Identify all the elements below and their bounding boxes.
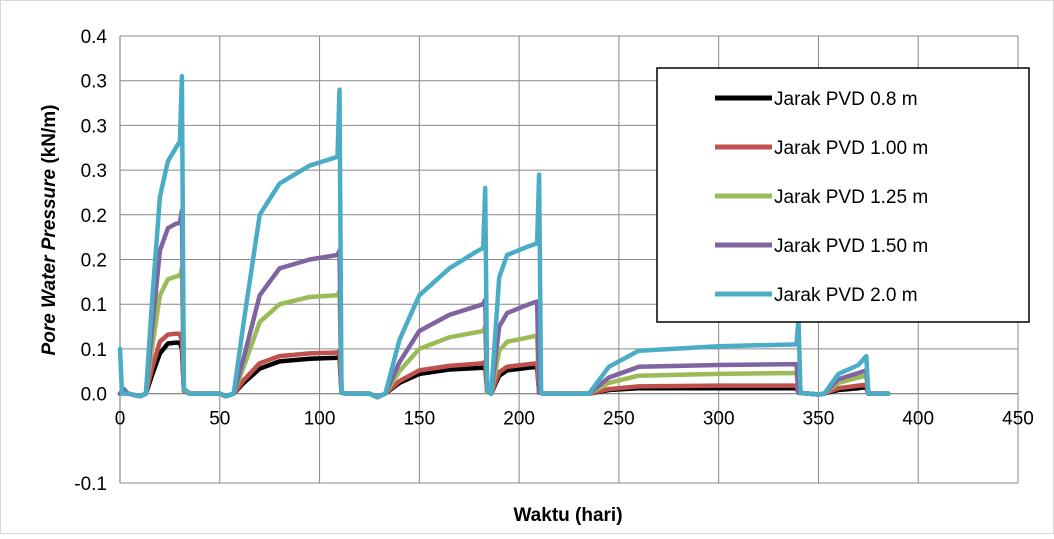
x-tick-label: 50 <box>209 409 230 430</box>
x-tick-label: 300 <box>703 409 735 430</box>
series-lines <box>117 73 891 400</box>
x-axis-title: Waktu (hari) <box>513 505 622 526</box>
x-tick-label: 450 <box>1002 409 1034 430</box>
y-tick-label: -0.1 <box>74 474 107 495</box>
x-tick-label: 400 <box>902 409 934 430</box>
y-tick-label: 0.4 <box>81 27 108 48</box>
x-tick-label: 150 <box>403 409 435 430</box>
y-axis-title-unit: (kN/m) <box>39 105 60 169</box>
x-tick-label: 250 <box>603 409 635 430</box>
legend-label: Jarak PVD 1.25 m <box>774 187 928 208</box>
legend-label: Jarak PVD 2.0 m <box>774 285 918 306</box>
legend-label: Jarak PVD 1.00 m <box>774 138 928 159</box>
legend-label: Jarak PVD 1.50 m <box>774 236 928 257</box>
x-tick-label: 200 <box>503 409 535 430</box>
y-tick-label: 0.2 <box>81 206 107 227</box>
y-axis-title-italic: Pore Water Pressure <box>39 168 60 355</box>
x-tick-label: 350 <box>803 409 835 430</box>
legend-label: Jarak PVD 0.8 m <box>774 89 918 110</box>
y-tick-label: 0.0 <box>81 385 107 406</box>
tick-labels: 0 50 100 150 200 250 300 350 400 450 -0.1 0.0 0.1 0.1… <box>74 27 1034 495</box>
y-tick-label: 0.3 <box>81 72 107 93</box>
y-tick-label: 0.1 <box>81 340 107 361</box>
legend: Jarak PVD 0.8 m Jarak PVD 1.00 m Jarak PVD… <box>656 67 1030 323</box>
y-tick-label: 0.3 <box>81 116 107 137</box>
series-line-5 <box>117 73 891 400</box>
x-tick-label: 0 <box>115 409 126 430</box>
y-tick-label: 0.2 <box>81 251 107 272</box>
series-line-4 <box>117 208 891 400</box>
y-tick-label: 0.3 <box>81 161 107 182</box>
x-tick-label: 100 <box>304 409 336 430</box>
y-tick-label: 0.1 <box>81 295 107 316</box>
y-axis-title: Pore Water Pressure (kN/m) <box>39 105 60 356</box>
